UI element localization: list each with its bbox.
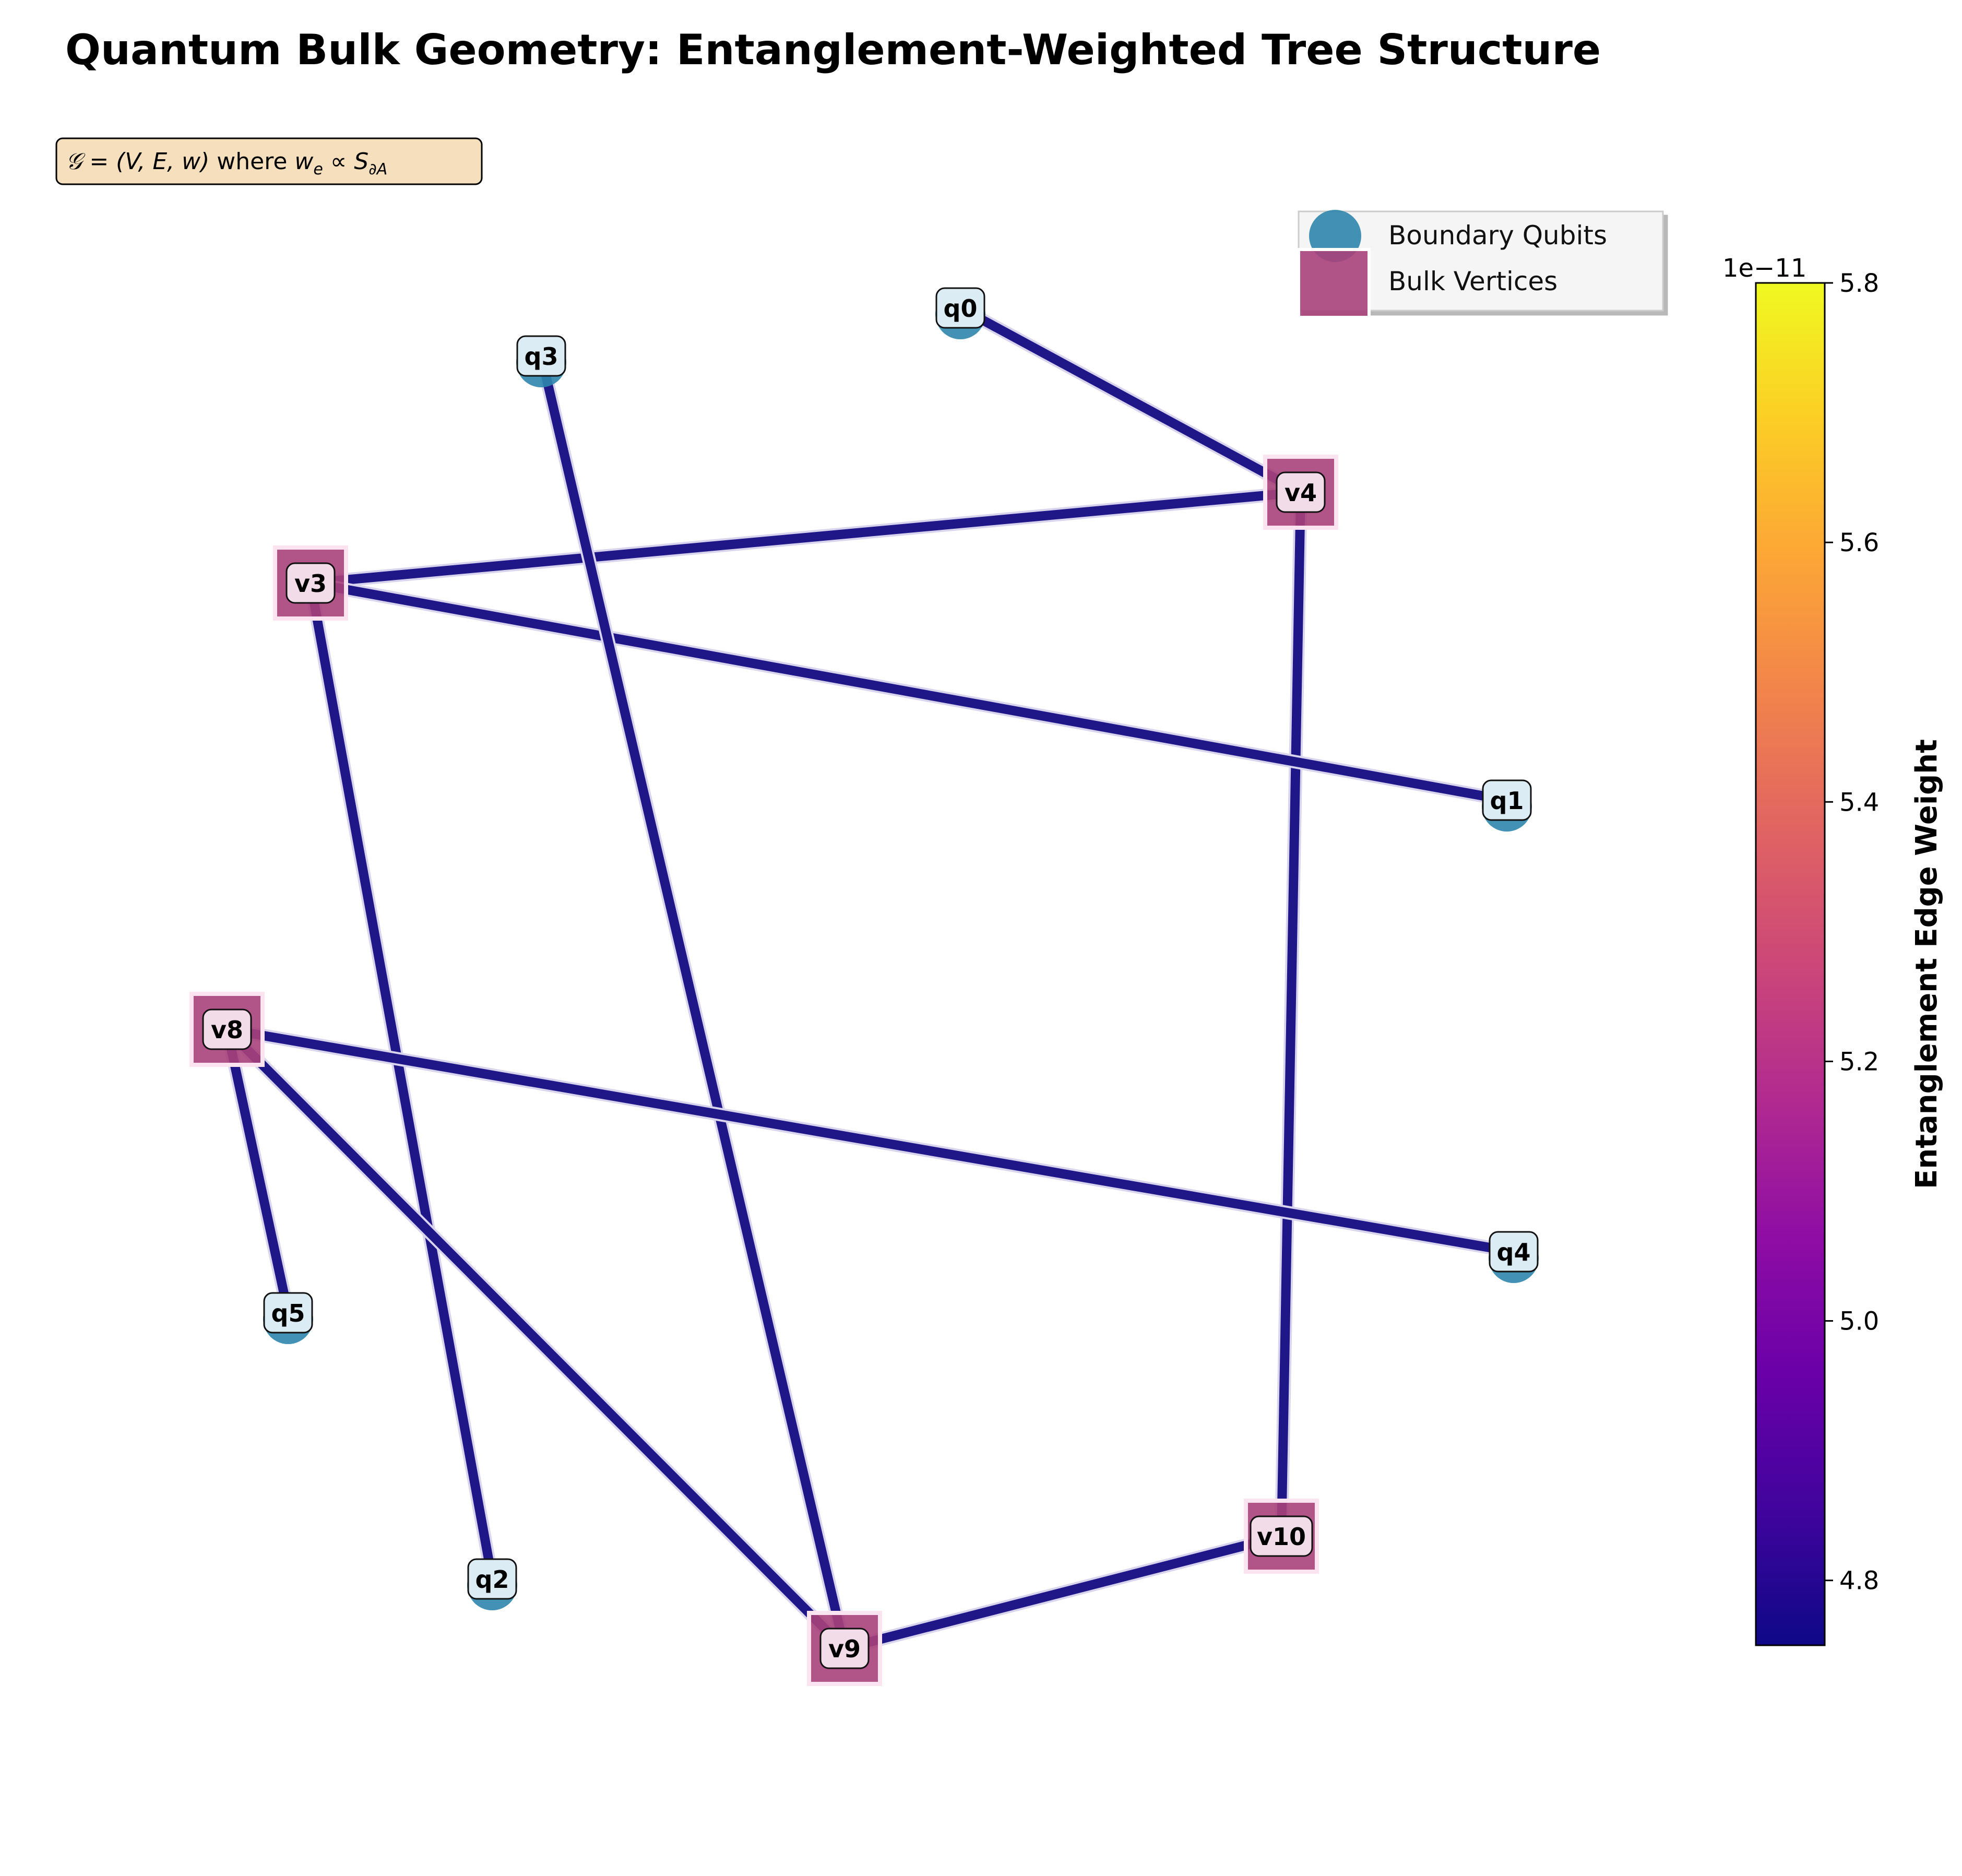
node-label-q5: q5 (263, 1292, 313, 1334)
colorbar: 4.8 5.0 5.2 5.4 5.6 5.8 1e−11 Entanglement Ed… (1722, 254, 1944, 1646)
node-label-text-v10: v10 (1257, 1523, 1306, 1551)
node-label-v10: v10 (1250, 1515, 1313, 1557)
node-label-q2: q2 (467, 1558, 517, 1600)
node-label-text-q4: q4 (1497, 1238, 1531, 1266)
colorbar-tick-label-2: 5.2 (1839, 1047, 1879, 1076)
edge-q3-v9 (534, 354, 851, 1650)
node-label-text-v8: v8 (211, 1016, 243, 1044)
colorbar-tick-label-5: 5.8 (1839, 269, 1879, 298)
edge-q0-v4 (957, 302, 1304, 498)
legend-label-boundary: Boundary Qubits (1388, 220, 1607, 251)
formula-lead: 𝒢 = (V, E, w) (66, 148, 209, 175)
colorbar-tick-1: 5.0 (1825, 1307, 1879, 1336)
colorbar-tick-2: 5.2 (1825, 1047, 1879, 1076)
node-label-text-q2: q2 (475, 1565, 509, 1594)
formula-w: w (294, 148, 314, 175)
colorbar-gradient (1755, 282, 1826, 1646)
legend-label-bulk: Bulk Vertices (1388, 266, 1557, 296)
colorbar-offset-text: 1e−11 (1722, 254, 1806, 283)
edge-v8-q5 (220, 1028, 295, 1314)
node-label-v4: v4 (1276, 471, 1326, 513)
formula-sub-a: ∂A (368, 160, 387, 179)
node-label-text-q1: q1 (1490, 787, 1524, 815)
edge-v4-v3 (310, 485, 1302, 590)
edge-v8-q4 (225, 1023, 1515, 1258)
node-label-q1: q1 (1482, 779, 1532, 821)
svg-text:𝒢 = (V, E, w) where we ∝ S∂A: 𝒢 = (V, E, w) where we ∝ S∂A (66, 148, 387, 179)
node-label-text-v3: v3 (294, 569, 327, 598)
node-label-text-q0: q0 (944, 294, 978, 323)
labels-layer: q0 q1 q2 q3 q4 q5 v3 v4 v8 v9 v10 (202, 287, 1539, 1669)
colorbar-tick-5: 5.8 (1825, 269, 1879, 298)
node-label-text-q3: q3 (525, 342, 558, 371)
node-label-q4: q4 (1489, 1231, 1539, 1273)
nodes-layer (189, 289, 1539, 1686)
formula-mid: where (209, 148, 294, 175)
node-label-text-v9: v9 (828, 1635, 861, 1663)
edges-layer (220, 302, 1515, 1655)
edge-v3-q2 (304, 581, 499, 1581)
formula-sub-e: e (313, 160, 323, 179)
edge-v8-v9 (222, 1024, 850, 1654)
colorbar-label: Entanglement Edge Weight (1910, 739, 1944, 1189)
colorbar-tick-label-0: 4.8 (1839, 1566, 1879, 1596)
node-label-text-q5: q5 (271, 1299, 305, 1327)
formula-annotation: 𝒢 = (V, E, w) where we ∝ S∂A (55, 137, 483, 185)
colorbar-tick-0: 4.8 (1825, 1566, 1879, 1596)
edge-v9-v10 (842, 1529, 1283, 1655)
legend: Boundary Qubits Bulk Vertices (1297, 210, 1664, 319)
formula-prop: ∝ S (323, 148, 368, 175)
colorbar-tick-3: 5.4 (1825, 788, 1879, 817)
node-label-q0: q0 (935, 287, 985, 329)
chart-title: Quantum Bulk Geometry: Entanglement-Weig… (65, 26, 1601, 74)
node-label-v3: v3 (286, 562, 336, 604)
colorbar-tick-4: 5.6 (1825, 528, 1879, 557)
node-label-v8: v8 (202, 1008, 252, 1050)
colorbar-ticks: 4.8 5.0 5.2 5.4 5.6 5.8 (1825, 269, 1879, 1596)
node-label-text-v4: v4 (1285, 479, 1317, 507)
colorbar-tick-label-1: 5.0 (1839, 1307, 1879, 1336)
node-label-q3: q3 (516, 335, 566, 377)
edge-v3-q1 (309, 576, 1508, 807)
edge-v4-v10 (1275, 492, 1307, 1537)
colorbar-tick-label-4: 5.6 (1839, 528, 1879, 557)
legend-bulk-square-icon (1297, 248, 1371, 319)
node-label-v9: v9 (819, 1628, 870, 1669)
colorbar-tick-label-3: 5.4 (1839, 788, 1879, 817)
